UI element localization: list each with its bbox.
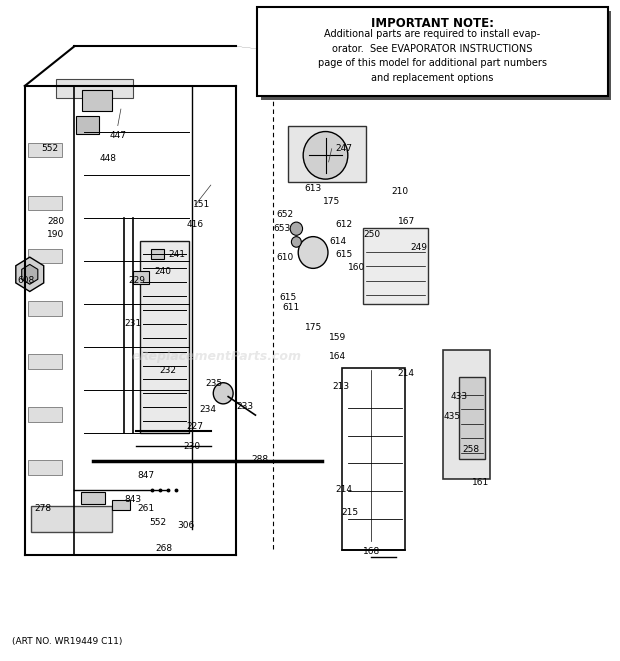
Text: 614: 614 (329, 237, 347, 246)
Text: and replacement options: and replacement options (371, 73, 494, 83)
Bar (28, 407, 62, 422)
Text: 175: 175 (304, 323, 322, 332)
Bar (28, 460, 62, 475)
Text: 151: 151 (193, 200, 210, 210)
Circle shape (213, 383, 233, 404)
Text: 175: 175 (323, 197, 340, 206)
Text: 214: 214 (335, 485, 353, 494)
Bar (28, 196, 62, 210)
Text: 233: 233 (236, 402, 254, 411)
Bar (28, 143, 62, 157)
Text: IMPORTANT NOTE:: IMPORTANT NOTE: (371, 17, 494, 30)
Bar (112, 500, 130, 510)
Polygon shape (22, 264, 38, 284)
Text: 435: 435 (444, 412, 461, 421)
Text: 615: 615 (280, 293, 297, 302)
Circle shape (290, 222, 303, 235)
Bar (443, 350, 490, 479)
Text: 278: 278 (35, 504, 52, 514)
Text: 611: 611 (283, 303, 300, 312)
Circle shape (291, 237, 301, 247)
Circle shape (303, 132, 348, 179)
Text: 234: 234 (199, 405, 216, 414)
Text: 240: 240 (154, 266, 171, 276)
Text: 215: 215 (342, 508, 359, 517)
Text: 249: 249 (410, 243, 427, 253)
Text: (ART NO. WR19449 C11): (ART NO. WR19449 C11) (12, 637, 123, 646)
Text: orator.  See EVAPORATOR INSTRUCTIONS: orator. See EVAPORATOR INSTRUCTIONS (332, 44, 533, 54)
Bar (342, 368, 405, 550)
Text: 552: 552 (149, 518, 167, 527)
Text: 280: 280 (47, 217, 64, 226)
Bar (288, 126, 366, 182)
Text: 416: 416 (187, 220, 204, 229)
Text: 210: 210 (391, 187, 409, 196)
Bar (76, 116, 99, 134)
Bar (82, 90, 112, 111)
FancyBboxPatch shape (261, 11, 611, 100)
Text: 306: 306 (177, 521, 195, 530)
Text: 288: 288 (252, 455, 269, 464)
Bar (28, 249, 62, 263)
Text: 159: 159 (329, 332, 347, 342)
Text: 229: 229 (128, 276, 145, 286)
Text: 433: 433 (450, 392, 467, 401)
Polygon shape (56, 79, 133, 98)
Text: 167: 167 (397, 217, 415, 226)
Text: 227: 227 (187, 422, 204, 431)
Text: 612: 612 (335, 220, 353, 229)
Bar (81, 492, 105, 504)
Bar (140, 241, 189, 433)
Text: 258: 258 (463, 445, 480, 454)
Text: 213: 213 (332, 382, 350, 391)
Text: 235: 235 (205, 379, 223, 388)
Text: 214: 214 (397, 369, 415, 378)
Text: 160: 160 (348, 263, 365, 272)
Text: 843: 843 (125, 494, 142, 504)
FancyBboxPatch shape (257, 7, 608, 96)
Text: 615: 615 (335, 250, 353, 259)
Text: 247: 247 (335, 144, 353, 153)
Polygon shape (31, 506, 112, 532)
Text: 250: 250 (363, 230, 381, 239)
Text: 161: 161 (472, 478, 489, 487)
Bar (459, 377, 485, 459)
Text: Additional parts are required to install evap-: Additional parts are required to install… (324, 29, 541, 39)
Text: 447: 447 (109, 131, 126, 140)
Circle shape (298, 237, 328, 268)
Text: 610: 610 (277, 253, 294, 262)
Text: 168: 168 (363, 547, 381, 557)
Text: 232: 232 (159, 366, 176, 375)
Text: 268: 268 (156, 544, 173, 553)
Bar (133, 271, 149, 284)
Text: 608: 608 (17, 276, 35, 286)
Bar (28, 301, 62, 316)
Bar (363, 228, 428, 304)
Text: page of this model for additional part numbers: page of this model for additional part n… (318, 58, 547, 68)
Text: 261: 261 (137, 504, 154, 514)
Text: 448: 448 (100, 154, 117, 163)
Text: 231: 231 (125, 319, 142, 329)
Text: 164: 164 (329, 352, 347, 362)
Text: 847: 847 (137, 471, 154, 481)
Text: 230: 230 (184, 442, 201, 451)
Text: 552: 552 (41, 144, 58, 153)
Polygon shape (16, 257, 44, 292)
Text: 241: 241 (168, 250, 185, 259)
Text: 652: 652 (277, 210, 294, 219)
Text: 190: 190 (47, 230, 64, 239)
Bar (151, 249, 164, 259)
Text: 613: 613 (304, 184, 322, 193)
Bar (28, 354, 62, 369)
Text: 653: 653 (273, 223, 291, 233)
Text: eReplacementParts.com: eReplacementParts.com (132, 350, 302, 364)
